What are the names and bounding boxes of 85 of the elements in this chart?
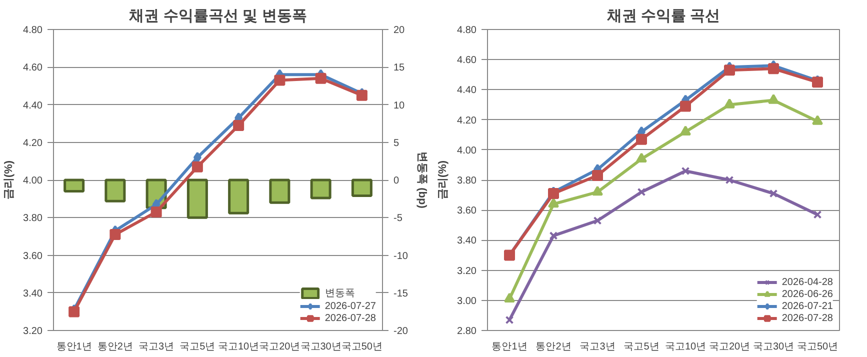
point [150, 206, 162, 218]
y-tick-label: 4.60 [457, 55, 477, 66]
chart-title: 채권 수익률 곡선 [606, 8, 720, 24]
y-tick-label: 2.80 [457, 326, 477, 337]
y-tick-label: 3.80 [23, 213, 43, 224]
point [593, 216, 602, 225]
point [680, 100, 691, 112]
point [768, 63, 779, 74]
y2-tick-label: -15 [394, 288, 408, 300]
point [505, 316, 514, 324]
x-tick-label: 통안1년 [56, 342, 92, 352]
point [548, 198, 559, 208]
point [592, 170, 603, 181]
x-tick-label: 국고3년 [580, 342, 616, 352]
point [725, 176, 734, 184]
point [636, 152, 647, 163]
legend-label: 2026-07-28 [324, 312, 376, 324]
x-tick-label: 국고30년 [300, 342, 342, 352]
point [680, 126, 691, 136]
y-tick-label: 4.60 [23, 62, 43, 74]
y2-tick-label: 15 [394, 62, 406, 74]
legend-label: 2026-07-21 [782, 300, 833, 312]
point [233, 120, 244, 131]
y-tick-label: 3.40 [457, 236, 477, 247]
point [315, 72, 326, 84]
legend-label: 변동폭 [324, 287, 355, 300]
y-tick-label: 4.20 [23, 138, 43, 149]
y2-tick-label: 0 [394, 176, 400, 186]
x-tick-label: 통안1년 [492, 342, 528, 352]
point [681, 166, 690, 176]
x-tick-label: 국고50년 [796, 342, 838, 352]
y-tick-label: 3.40 [23, 288, 43, 300]
point [549, 232, 558, 240]
y-tick-label: 4.80 [457, 25, 477, 36]
y-tick-label: 4.80 [23, 25, 43, 36]
legend-label: 2026-06-26 [782, 288, 833, 300]
point [110, 229, 121, 240]
point [636, 134, 647, 145]
y-tick-label: 4.40 [457, 85, 477, 96]
y-tick-label: 3.00 [457, 296, 477, 307]
y-tick-label: 4.00 [23, 176, 43, 186]
chart-title: 채권 수익률곡선 및 변동폭 [128, 8, 307, 24]
x-tick-label: 국고10년 [664, 342, 706, 352]
y-tick-label: 3.60 [23, 250, 43, 262]
point [637, 188, 646, 196]
legend-label: 2026-07-28 [782, 312, 833, 324]
point [592, 186, 603, 196]
y-axis-title: 금리(%) [437, 160, 450, 200]
legend-label: 2026-07-27 [324, 300, 376, 312]
y2-axis-title: 변동폭 (bp) [416, 152, 428, 209]
point [812, 115, 823, 125]
x-tick-label: 국고5년 [180, 342, 216, 352]
y-tick-label: 4.20 [457, 115, 477, 126]
y-tick-label: 3.60 [457, 206, 477, 217]
y2-tick-label: -20 [394, 326, 408, 337]
y2-tick-label: -5 [394, 213, 403, 224]
point [504, 292, 515, 302]
point [274, 74, 286, 86]
y2-tick-label: 5 [394, 138, 400, 149]
legend-label: 2026-04-28 [782, 276, 833, 288]
point [768, 94, 779, 104]
y-tick-label: 4.40 [23, 100, 43, 112]
x-tick-label: 국고30년 [752, 342, 794, 352]
y-tick-label: 4.00 [457, 145, 477, 156]
point [724, 64, 735, 76]
point [724, 98, 735, 108]
y-tick-label: 3.20 [23, 326, 43, 337]
x-tick-label: 국고50년 [341, 342, 382, 352]
point [769, 189, 778, 198]
x-tick-label: 국고5년 [624, 342, 660, 352]
point [193, 152, 202, 163]
x-tick-label: 국고20년 [259, 342, 300, 352]
point [813, 210, 822, 219]
x-tick-label: 국고10년 [218, 342, 260, 352]
y-tick-label: 3.80 [457, 176, 477, 186]
y2-tick-label: -10 [394, 250, 408, 262]
y-axis-title: 금리(%) [3, 160, 16, 200]
y2-tick-label: 20 [394, 25, 406, 36]
y-tick-label: 3.20 [457, 266, 477, 277]
x-tick-label: 통안2년 [97, 342, 133, 352]
y2-tick-label: 10 [394, 100, 406, 112]
x-tick-label: 국고3년 [138, 342, 174, 352]
point [192, 161, 203, 172]
x-tick-label: 통안2년 [536, 342, 572, 352]
x-tick-label: 국고20년 [708, 342, 750, 352]
